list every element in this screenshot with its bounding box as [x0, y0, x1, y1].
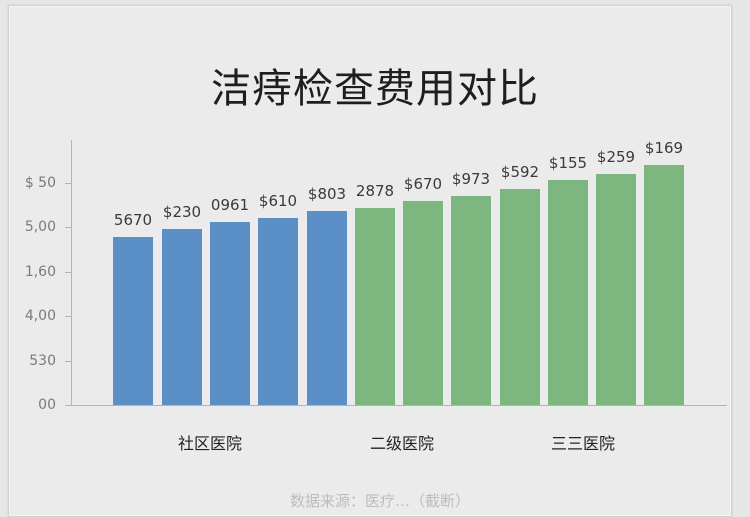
bar-value-label: 2878 [355, 182, 395, 200]
y-tick-label: 00 [38, 397, 56, 413]
category-label-secondary: 二级医院 [369, 434, 434, 453]
category-label-tertiary: 三三医院 [550, 434, 615, 453]
bar-value-label: $610 [258, 192, 298, 210]
bar [403, 201, 443, 405]
chart-title: 洁痔检查费用对比 [211, 66, 539, 112]
bar [644, 165, 684, 405]
category-label-community: 社区医院 [177, 434, 242, 453]
bar-value-label: $169 [644, 139, 684, 157]
bar-value-label: $973 [451, 170, 491, 188]
y-tick-mark [65, 316, 71, 317]
y-tick-label: 4,00 [24, 308, 56, 324]
bar-value-label: $670 [403, 175, 443, 193]
bar [451, 196, 491, 405]
y-tick-label: 5,00 [24, 219, 56, 235]
bar-value-label: 5670 [113, 211, 153, 229]
bar [548, 180, 588, 405]
y-tick-mark [65, 361, 71, 362]
bar [307, 211, 347, 405]
bar [500, 189, 540, 405]
y-tick-label: 530 [29, 353, 56, 369]
bar-value-label: $259 [596, 148, 636, 166]
bar-value-label: 0961 [210, 196, 250, 214]
source-note: 数据来源：医疗…（截断） [289, 492, 470, 510]
y-tick-mark [65, 183, 71, 184]
y-tick-mark [65, 227, 71, 228]
bar [596, 174, 636, 405]
y-tick-mark [65, 272, 71, 273]
y-tick-label: 1,60 [24, 264, 56, 280]
bar-value-label: $155 [548, 154, 588, 172]
y-tick-mark [65, 405, 71, 406]
bar-value-label: $230 [162, 203, 202, 221]
y-tick-label: $ 50 [24, 175, 56, 191]
bar-value-label: $803 [307, 185, 347, 203]
bar [210, 222, 250, 405]
y-axis [71, 140, 72, 405]
bar [113, 237, 153, 405]
x-axis [65, 405, 727, 406]
bar-value-label: $592 [500, 163, 540, 181]
bar [258, 218, 298, 405]
bar [355, 208, 395, 405]
bar [162, 229, 202, 405]
